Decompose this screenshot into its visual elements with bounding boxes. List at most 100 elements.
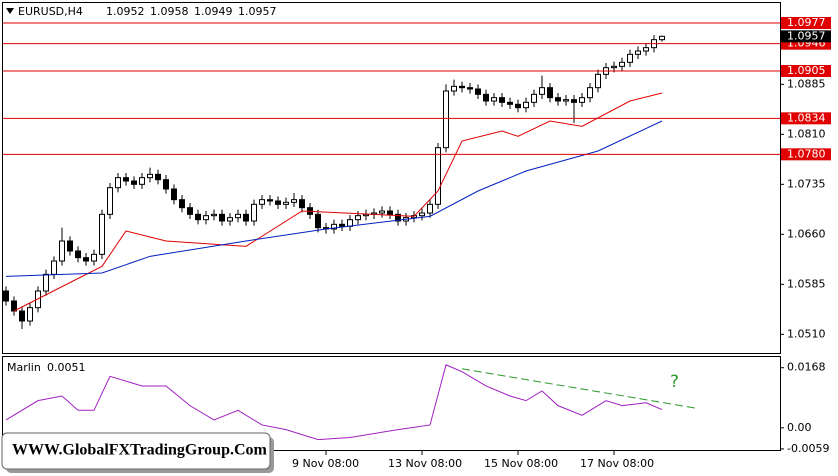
header-field: EURUSD,H4 [18, 5, 83, 18]
header-field: 1.0952 [106, 5, 145, 18]
candle-body [475, 88, 481, 95]
main-panel [2, 2, 781, 354]
header-arrow [6, 8, 14, 14]
candle-body [443, 90, 449, 149]
candle-body [491, 97, 497, 102]
indicator-tick-label: -0.0059 [787, 442, 829, 455]
level-label-box [781, 65, 831, 77]
candle-body [235, 213, 241, 219]
candle-body [51, 260, 57, 275]
candle-body [251, 203, 257, 222]
candle-body [59, 240, 65, 262]
candle-body [91, 253, 97, 262]
candle-body [627, 53, 633, 63]
candle-body [619, 61, 625, 67]
level-label-box [781, 112, 831, 125]
candle-body [515, 103, 521, 109]
candle-body [595, 73, 601, 89]
candle-body [531, 93, 537, 103]
indicator-name: Marlin [7, 361, 41, 374]
header-field: 1.0958 [150, 5, 189, 18]
y-tick-label: 1.0735 [787, 177, 826, 190]
candle-body [555, 97, 561, 102]
candle-body [291, 199, 297, 203]
indicator-panel [2, 356, 781, 451]
x-tick-label: 13 Nov 08:00 [388, 457, 462, 470]
candle-body [315, 213, 321, 229]
candle-body [547, 87, 553, 99]
candle-body [571, 99, 577, 103]
candle-body [131, 180, 137, 185]
candle-body [395, 213, 401, 222]
level-label: 1.0905 [787, 64, 826, 77]
watermark-box [1, 432, 271, 470]
candle-body [163, 179, 169, 190]
candle-body [579, 97, 585, 103]
candle-body [499, 97, 505, 103]
level-label-box [781, 148, 831, 161]
candle-body [19, 310, 25, 322]
candle-body [11, 300, 17, 312]
candle-body [43, 273, 49, 292]
candle-body [171, 188, 177, 201]
candle-body [275, 200, 281, 205]
candle-body [427, 203, 433, 214]
candle-body [219, 213, 225, 222]
candle-body [483, 93, 489, 102]
x-tick-label: 9 Nov 08:00 [292, 457, 359, 470]
candle-body [139, 177, 145, 185]
candle-body [259, 199, 265, 205]
candle-body [659, 35, 665, 41]
candle-body [99, 213, 105, 255]
level-label-box [781, 17, 831, 29]
candle-body [107, 187, 113, 215]
indicator-tick-label: 0.0168 [787, 361, 826, 374]
x-tick-label: 17 Nov 08:00 [580, 457, 654, 470]
candle-body [179, 199, 185, 209]
candle-body [267, 199, 273, 202]
candle-body [467, 87, 473, 90]
moving-average [5, 120, 663, 277]
candle-body [387, 210, 393, 215]
moving-average [13, 92, 663, 312]
y-tick-label: 1.0885 [787, 77, 826, 90]
candle-body [155, 173, 161, 181]
candle-body [299, 199, 305, 209]
candle-body [611, 65, 617, 69]
level-label: 1.0780 [787, 147, 826, 160]
candle-body [379, 210, 385, 214]
candle-body [347, 219, 353, 227]
candle-body [539, 87, 545, 95]
candle-body [67, 240, 73, 252]
candle-body [643, 47, 649, 52]
candle-body [115, 177, 121, 189]
candle-body [123, 177, 129, 182]
candle-body [147, 173, 153, 179]
candle-body [203, 215, 209, 221]
annotation: ? [670, 372, 679, 392]
candle-body [3, 290, 9, 302]
candle-body [435, 147, 441, 205]
indicator-tick-label: 0.00 [787, 421, 812, 434]
candle-body [331, 223, 337, 230]
y-tick-label: 1.0660 [787, 227, 826, 240]
y-tick-label: 1.0510 [787, 327, 826, 340]
candle-body [563, 99, 569, 102]
candle-body [355, 215, 361, 221]
price-label-box [781, 30, 831, 43]
y-tick-label: 1.0585 [787, 277, 826, 290]
candle-body [635, 50, 641, 55]
price-label: 1.0957 [787, 29, 826, 42]
level-label: 1.0834 [787, 111, 826, 124]
indicator-value: 0.0051 [47, 361, 86, 374]
candle-body [451, 85, 457, 92]
candle-body [339, 223, 345, 227]
header-field: 1.0949 [194, 5, 233, 18]
header-field: 1.0957 [238, 5, 277, 18]
candle-body [187, 207, 193, 215]
candle-body [587, 87, 593, 99]
level-label: 1.0977 [787, 16, 826, 29]
candle-body [83, 257, 89, 262]
candle-body [195, 213, 201, 221]
